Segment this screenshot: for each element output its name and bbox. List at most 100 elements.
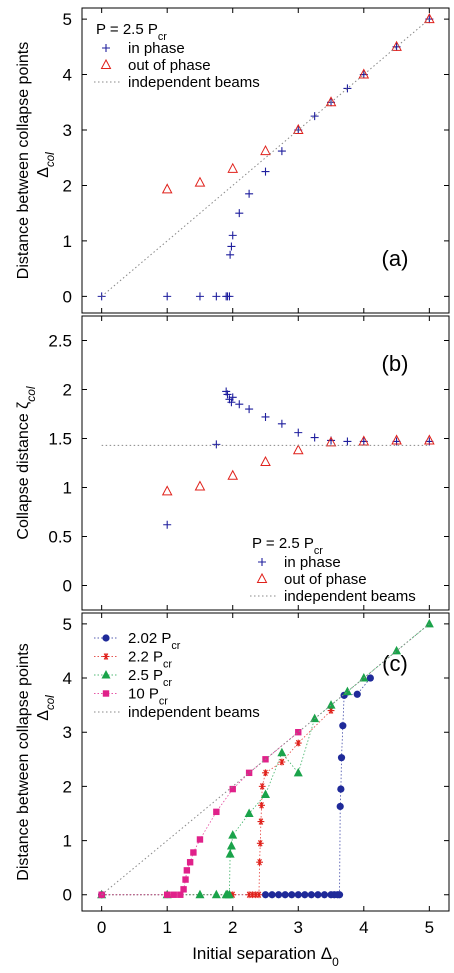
data-point: [262, 769, 269, 776]
chart-panel-2: 0 0.5 1 1.5 2 2.5 Collapse distance ζcol (b) P =…: [15, 316, 449, 610]
legend-swatch: [102, 44, 110, 52]
data-point: [257, 840, 264, 847]
y-axis-label: Collapse distance ζcol: [15, 386, 38, 539]
data-point: [163, 184, 172, 193]
legend-swatch: [102, 634, 109, 641]
data-point: [295, 729, 301, 735]
chart-panel-3: 0123450 1 2 3 4 5Distance between collapse po…: [15, 613, 449, 969]
panel-label: (c): [382, 651, 408, 676]
y-tick-label: 5: [63, 615, 72, 634]
x-tick-label: 0: [97, 918, 106, 937]
data-point: [212, 292, 220, 300]
data-point: [337, 803, 344, 810]
data-point: [277, 748, 286, 757]
data-point: [213, 809, 219, 815]
data-point: [187, 859, 193, 865]
data-point: [337, 785, 344, 792]
legend-label: independent beams: [128, 74, 260, 91]
data-point: [278, 147, 286, 155]
chart-panel-1: 0 1 2 3 4 5 Distance between collapse points Δc…: [15, 8, 449, 313]
series-in-phase: [163, 387, 433, 528]
data-point: [321, 891, 328, 898]
series-2-2-pcr: [98, 707, 334, 898]
data-point: [343, 687, 352, 696]
data-point: [294, 429, 302, 437]
legend-swatch: [103, 653, 110, 660]
data-point: [182, 876, 188, 882]
panel-label: (b): [382, 351, 409, 376]
data-point: [195, 482, 204, 491]
data-point: [235, 400, 243, 408]
x-tick-label: 2: [228, 918, 237, 937]
y-tick-label: 1: [63, 232, 72, 251]
x-tick-label: 4: [359, 918, 368, 937]
data-point: [282, 891, 289, 898]
data-point: [259, 783, 266, 790]
data-point: [339, 722, 346, 729]
y-tick-label: 2.5: [48, 332, 72, 351]
y-axis-label: Distance between collapse points: [15, 42, 32, 279]
data-point: [245, 405, 253, 413]
data-point: [212, 440, 220, 448]
legend-label: independent beams: [128, 704, 260, 721]
data-point: [227, 841, 236, 850]
data-point: [268, 891, 275, 898]
data-point: [261, 790, 270, 799]
data-point: [226, 251, 234, 259]
legend-label: out of phase: [284, 571, 367, 588]
data-point: [311, 434, 319, 442]
data-point: [235, 209, 243, 217]
x-tick-label: 5: [425, 918, 434, 937]
data-point: [294, 445, 303, 454]
data-point: [295, 740, 302, 747]
legend: 2.02 Pcr2.2 Pcr2.5 Pcr10 Pcrindependent …: [94, 630, 260, 721]
data-point: [327, 700, 336, 709]
data-point: [171, 892, 177, 898]
data-point: [262, 413, 270, 421]
y-tick-label: 1: [63, 832, 72, 851]
y-tick-label: 2: [63, 381, 72, 400]
legend-label: independent beams: [284, 588, 416, 605]
data-point: [226, 849, 235, 858]
data-point: [229, 231, 237, 239]
series-out-of-phase: [163, 435, 434, 494]
legend-label: in phase: [128, 40, 185, 57]
data-point: [295, 891, 302, 898]
y-axis-symbol: Δcol: [35, 152, 57, 178]
y-tick-label: 3: [63, 121, 72, 140]
data-point: [245, 808, 254, 817]
series-10-pcr: [98, 729, 301, 898]
data-point: [354, 691, 361, 698]
series-path: [102, 711, 331, 895]
data-point: [163, 521, 171, 529]
data-point: [228, 471, 237, 480]
series-out-of-phase: [163, 14, 434, 193]
y-axis-label: Distance between collapse points: [15, 643, 32, 880]
data-point: [258, 818, 265, 825]
data-point: [336, 891, 343, 898]
data-point: [275, 891, 282, 898]
data-point: [301, 891, 308, 898]
data-point: [314, 891, 321, 898]
y-tick-label: 2: [63, 777, 72, 796]
y-tick-label: 3: [63, 723, 72, 742]
data-point: [258, 802, 265, 809]
legend-label: in phase: [284, 554, 341, 571]
data-point: [196, 292, 204, 300]
y-tick-label: 0.5: [48, 528, 72, 547]
data-point: [367, 674, 374, 681]
y-tick-label: 2: [63, 176, 72, 195]
legend-swatch: [102, 670, 111, 679]
data-point: [227, 242, 235, 250]
x-tick-label: 1: [162, 918, 171, 937]
y-tick-label: 5: [63, 10, 72, 29]
data-point: [164, 892, 170, 898]
x-axis-label: Initial separation Δ0: [192, 944, 339, 969]
data-point: [261, 457, 270, 466]
data-point: [195, 890, 204, 899]
data-point: [163, 486, 172, 495]
data-point: [197, 836, 203, 842]
legend-swatch: [103, 690, 109, 696]
